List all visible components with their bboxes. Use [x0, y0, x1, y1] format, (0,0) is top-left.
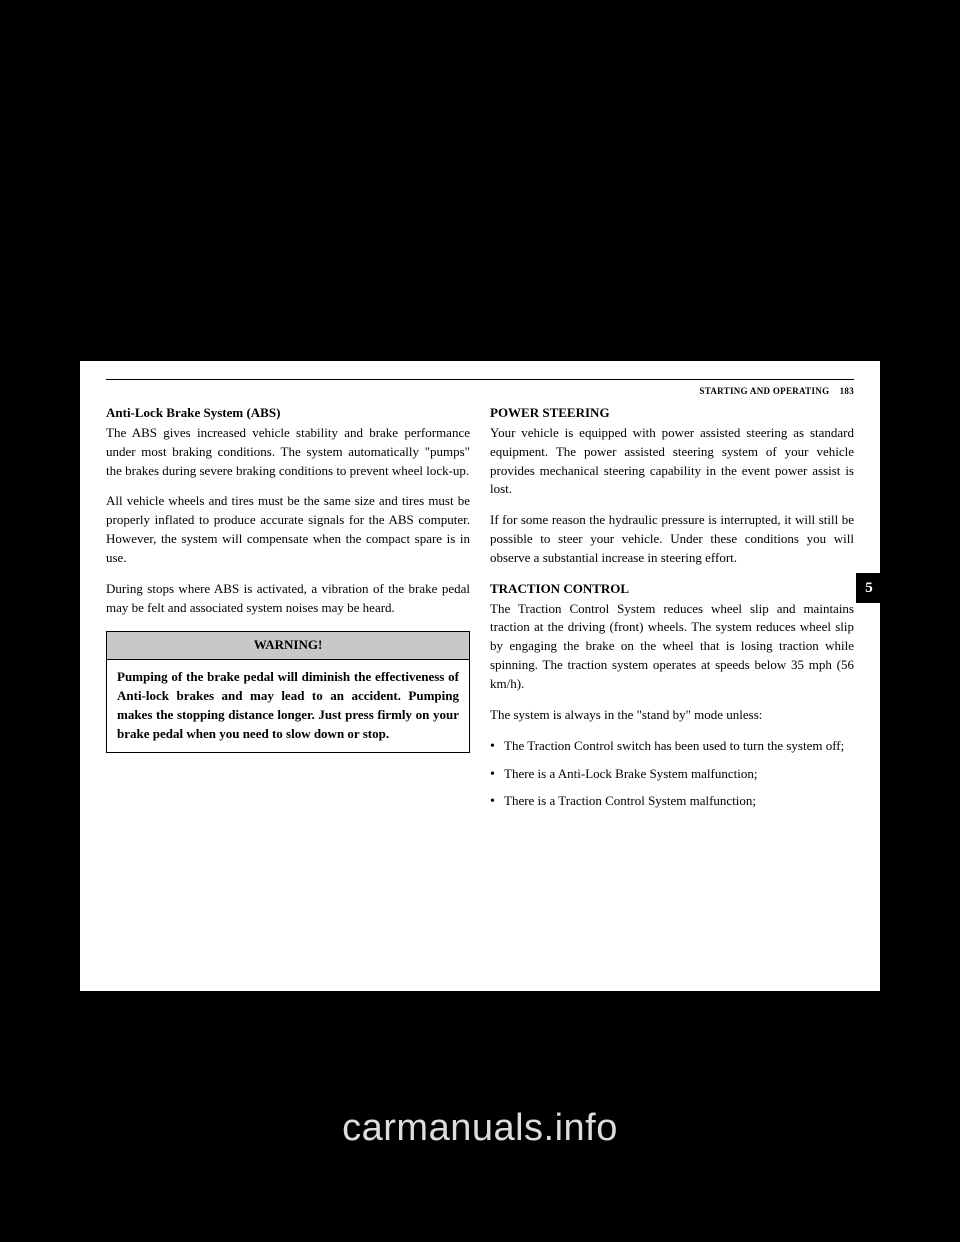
list-item: There is a Anti-Lock Brake System malfun… [490, 765, 854, 784]
traction-control-heading: TRACTION CONTROL [490, 580, 854, 599]
abs-heading: Anti-Lock Brake System (ABS) [106, 404, 470, 423]
warning-box: WARNING! Pumping of the brake pedal will… [106, 631, 470, 752]
header-rule [106, 379, 854, 380]
chapter-tab: 5 [856, 573, 882, 603]
abs-para-2: All vehicle wheels and tires must be the… [106, 492, 470, 567]
list-item: The Traction Control switch has been use… [490, 737, 854, 756]
power-steering-heading: POWER STEERING [490, 404, 854, 423]
abs-para-1: The ABS gives increased vehicle stabilit… [106, 424, 470, 481]
watermark: carmanuals.info [0, 1107, 960, 1150]
section-name: STARTING AND OPERATING [699, 386, 829, 396]
content-columns: Anti-Lock Brake System (ABS) The ABS giv… [106, 404, 854, 820]
traction-control-para-1: The Traction Control System reduces whee… [490, 600, 854, 694]
left-column: Anti-Lock Brake System (ABS) The ABS giv… [106, 404, 470, 820]
page-header: STARTING AND OPERATING 183 [106, 386, 854, 396]
warning-body: Pumping of the brake pedal will diminish… [107, 660, 469, 751]
right-column: POWER STEERING Your vehicle is equipped … [490, 404, 854, 820]
page-number: 183 [840, 386, 854, 396]
power-steering-para-2: If for some reason the hydraulic pressur… [490, 511, 854, 568]
manual-page: STARTING AND OPERATING 183 Anti-Lock Bra… [80, 361, 880, 991]
list-item: There is a Traction Control System malfu… [490, 792, 854, 811]
traction-bullet-list: The Traction Control switch has been use… [490, 737, 854, 812]
warning-title: WARNING! [107, 632, 469, 660]
abs-para-3: During stops where ABS is activated, a v… [106, 580, 470, 618]
power-steering-para-1: Your vehicle is equipped with power assi… [490, 424, 854, 499]
traction-control-para-2: The system is always in the "stand by" m… [490, 706, 854, 725]
